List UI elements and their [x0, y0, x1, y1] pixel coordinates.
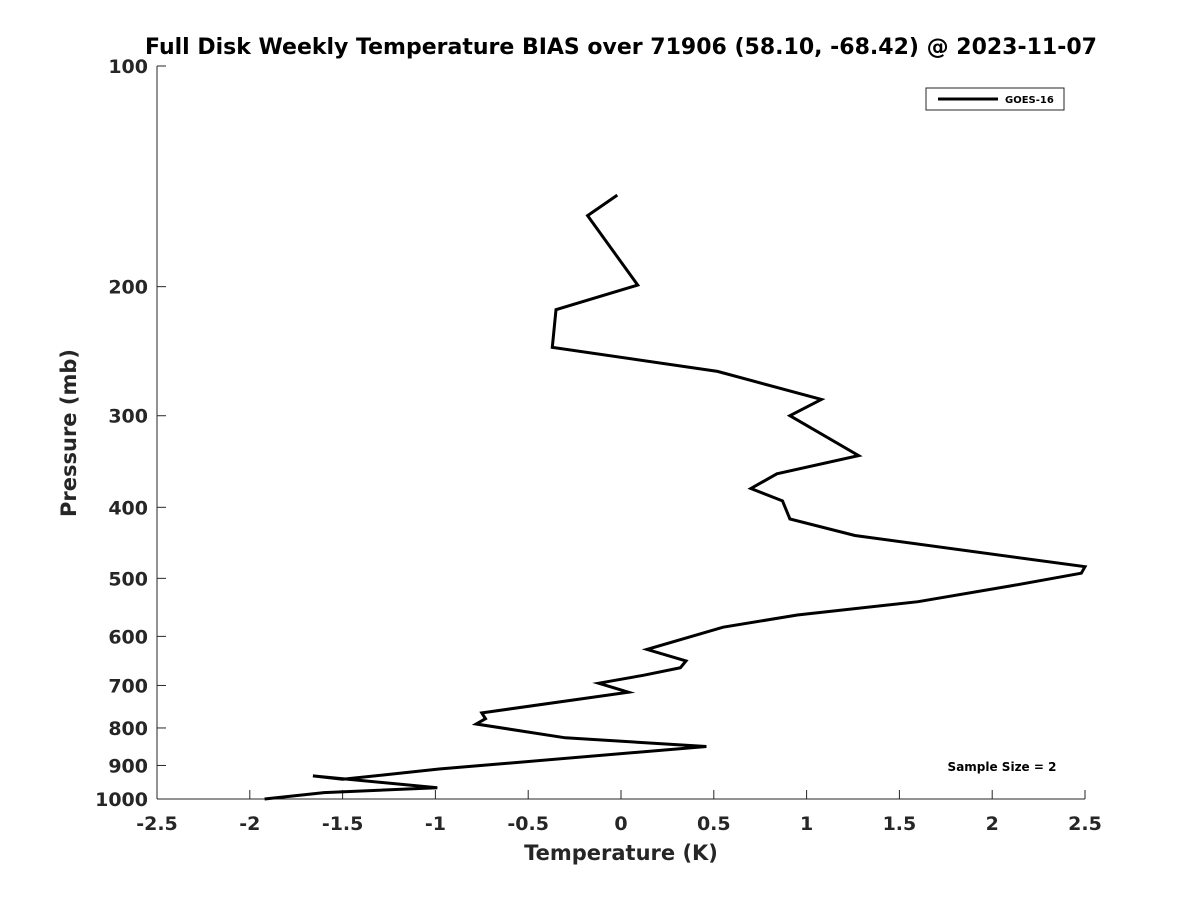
y-tick-label: 600 [108, 626, 148, 648]
x-tick-label: 1.5 [883, 813, 917, 835]
x-axis-title: Temperature (K) [524, 841, 718, 865]
y-tick-label: 400 [108, 497, 148, 519]
x-tick-label: 1 [800, 813, 813, 835]
chart-title: Full Disk Weekly Temperature BIAS over 7… [145, 35, 1097, 60]
x-tick-label: 0.5 [697, 813, 731, 835]
y-tick-label: 500 [108, 568, 148, 590]
x-tick-label: 0 [614, 813, 627, 835]
x-tick-label: -0.5 [507, 813, 549, 835]
x-tick-label: 2.5 [1068, 813, 1102, 835]
legend-label: GOES-16 [1005, 95, 1054, 106]
y-tick-label: 200 [108, 277, 148, 299]
x-tick-label: -1 [425, 813, 446, 835]
series-line-goes-16 [264, 193, 1088, 801]
series-layer [264, 193, 1088, 801]
x-tick-label: 2 [986, 813, 999, 835]
y-tick-label: 100 [108, 56, 148, 78]
y-axis-title: Pressure (mb) [57, 349, 81, 517]
x-tick-label: -2.5 [136, 813, 178, 835]
annotations: Sample Size = 2 [948, 760, 1057, 774]
y-tick-label: 1000 [95, 789, 148, 811]
y-tick-label: 300 [108, 406, 148, 428]
y-tick-label: 700 [108, 675, 148, 697]
x-tick-label: -1.5 [322, 813, 364, 835]
y-tick-label: 800 [108, 718, 148, 740]
x-tick-label: -2 [239, 813, 260, 835]
sample-size-annotation: Sample Size = 2 [948, 760, 1057, 774]
legend: GOES-16 [925, 87, 1065, 111]
axes: -2.5 -2 -1.5 -1 -0.5 0 0.5 1 1.5 2 2.5 100 200 300 400… [95, 56, 1102, 835]
y-tick-label: 900 [108, 755, 148, 777]
